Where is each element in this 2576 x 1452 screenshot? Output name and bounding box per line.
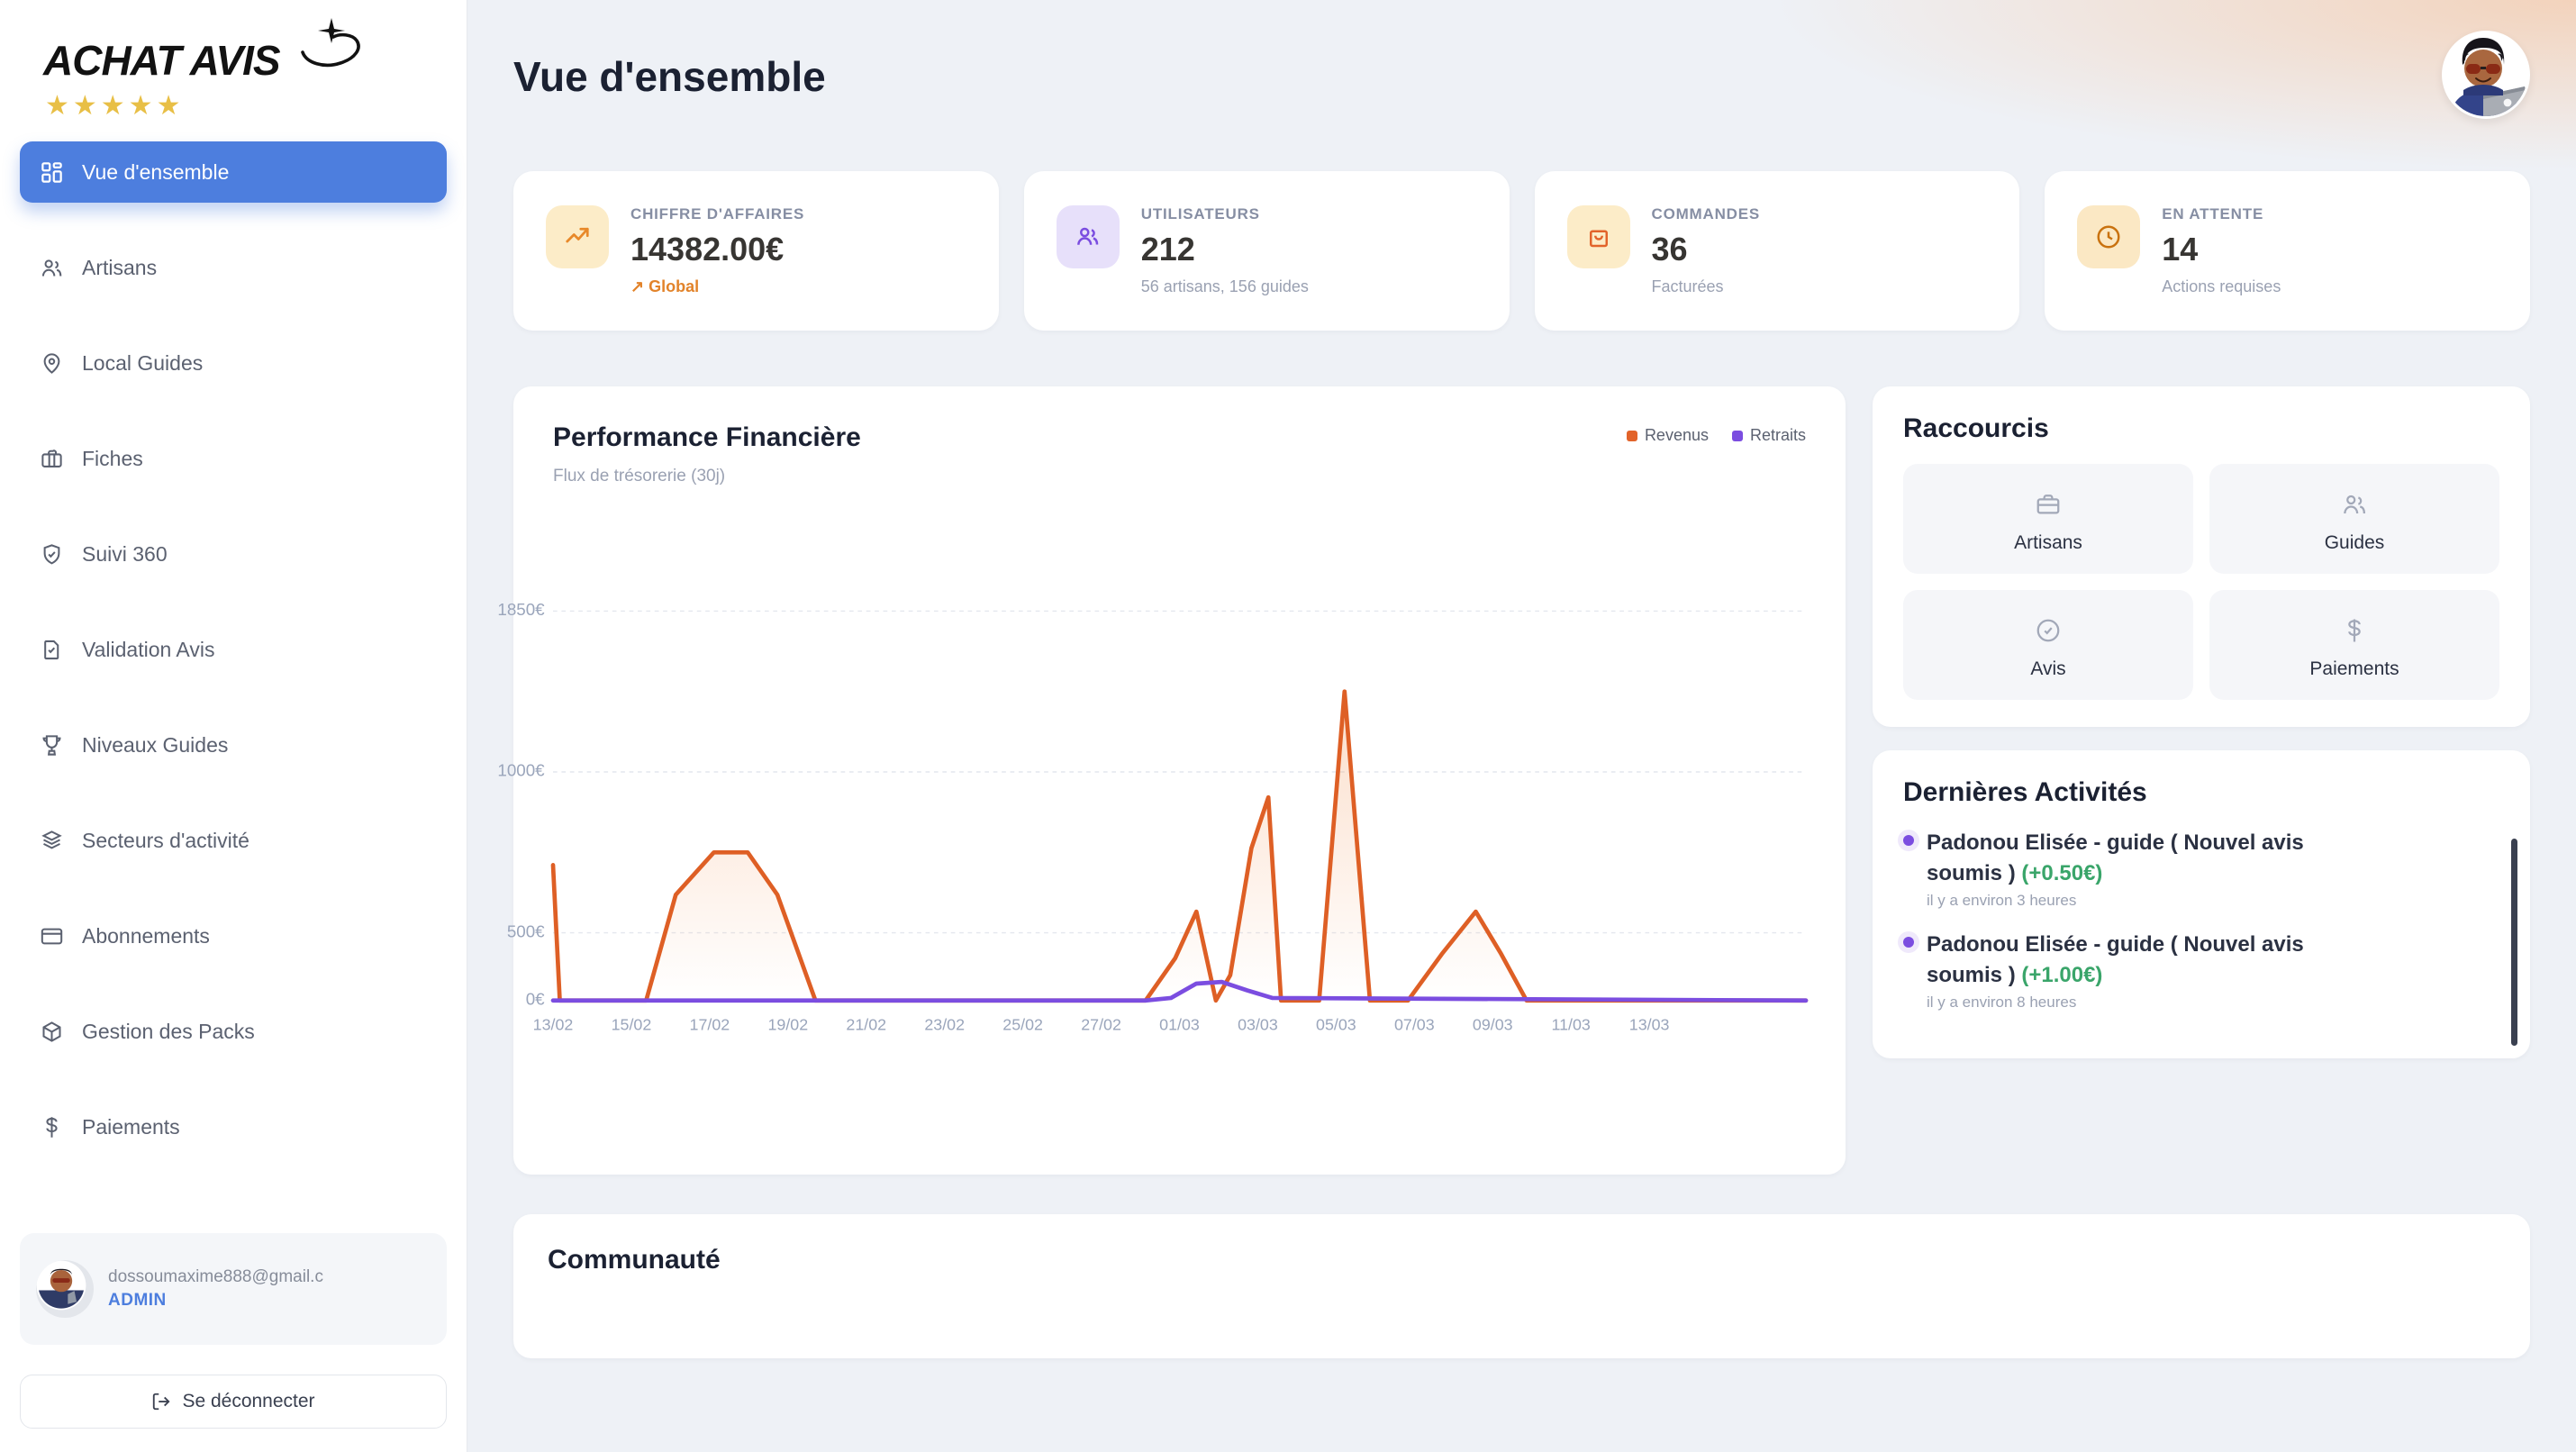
svg-text:19/02: 19/02 <box>767 1016 808 1034</box>
svg-text:15/02: 15/02 <box>612 1016 652 1034</box>
svg-text:0€: 0€ <box>526 989 545 1008</box>
svg-text:07/03: 07/03 <box>1394 1016 1435 1034</box>
svg-text:1000€: 1000€ <box>497 761 545 780</box>
svg-text:09/03: 09/03 <box>1473 1016 1513 1034</box>
svg-text:500€: 500€ <box>507 921 545 940</box>
svg-text:05/03: 05/03 <box>1316 1016 1356 1034</box>
svg-text:17/02: 17/02 <box>690 1016 730 1034</box>
svg-text:13/02: 13/02 <box>533 1016 574 1034</box>
svg-text:27/02: 27/02 <box>1081 1016 1121 1034</box>
svg-text:03/03: 03/03 <box>1238 1016 1278 1034</box>
svg-text:1850€: 1850€ <box>497 600 545 619</box>
svg-text:13/03: 13/03 <box>1629 1016 1670 1034</box>
svg-text:11/03: 11/03 <box>1552 1016 1591 1034</box>
svg-text:23/02: 23/02 <box>924 1016 965 1034</box>
svg-text:25/02: 25/02 <box>1002 1016 1043 1034</box>
svg-text:01/03: 01/03 <box>1159 1016 1200 1034</box>
svg-text:21/02: 21/02 <box>846 1016 886 1034</box>
